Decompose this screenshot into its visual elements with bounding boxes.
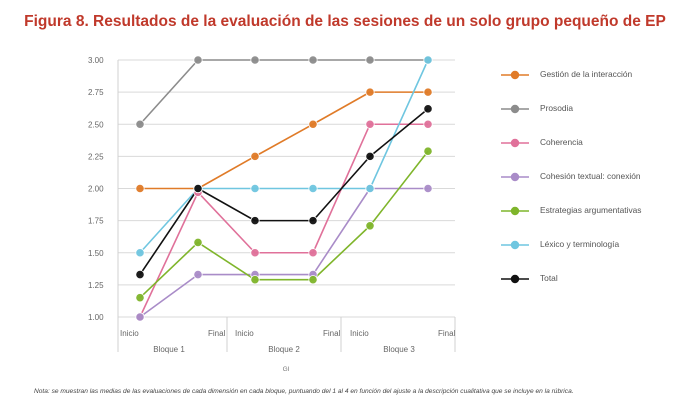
legend-item: Total <box>500 272 685 286</box>
legend-label: Prosodia <box>540 103 574 113</box>
data-point <box>365 55 375 65</box>
data-point <box>193 183 203 194</box>
legend-swatch <box>501 206 529 216</box>
data-point <box>423 146 433 156</box>
data-point <box>135 312 145 322</box>
data-point <box>250 151 260 161</box>
x-tick-label: Inicio <box>350 329 369 338</box>
legend-swatch <box>501 138 529 148</box>
data-point <box>365 119 375 129</box>
data-point <box>423 55 433 65</box>
data-point <box>250 248 260 258</box>
y-tick-label: 2.50 <box>88 120 104 129</box>
data-point <box>135 248 145 258</box>
y-tick-label: 2.25 <box>88 152 104 161</box>
data-point <box>193 269 203 280</box>
legend-label: Gestión de la interacción <box>540 69 633 79</box>
series-line <box>139 59 428 125</box>
data-point <box>365 151 375 161</box>
data-point <box>365 221 375 231</box>
legend-item: Estrategias argumentativas <box>500 204 685 218</box>
data-point <box>135 293 145 303</box>
data-point <box>308 216 318 226</box>
legend-swatch <box>501 70 529 80</box>
x-tick-label: Inicio <box>235 329 254 338</box>
y-tick-label: 1.00 <box>88 313 104 322</box>
group-label: Bloque 1 <box>153 345 185 354</box>
legend-item: Cohesión textual: conexión <box>500 170 685 184</box>
group-label: Bloque 2 <box>268 345 300 354</box>
x-tick-label: Final <box>438 329 456 338</box>
data-point <box>135 269 145 280</box>
data-point <box>365 87 375 97</box>
group-label: Bloque 3 <box>383 345 415 354</box>
y-tick-label: 1.50 <box>88 249 104 258</box>
figure-title: Figura 8. Resultados de la evaluación de… <box>24 13 666 30</box>
data-point <box>423 183 433 194</box>
data-point <box>250 275 260 285</box>
data-point <box>423 104 433 114</box>
y-tick-label: 1.75 <box>88 217 104 226</box>
data-point <box>365 183 375 194</box>
data-point <box>193 55 203 65</box>
legend-swatch <box>501 172 529 182</box>
data-point <box>308 119 318 129</box>
legend-label: Coherencia <box>540 137 583 147</box>
y-tick-label: 3.00 <box>88 56 104 65</box>
series-line <box>139 108 429 276</box>
data-point <box>423 119 433 129</box>
data-point <box>135 183 145 194</box>
data-point <box>308 275 318 285</box>
x-tick-label: Final <box>208 329 226 338</box>
legend-item: Gestión de la interacción <box>500 68 685 82</box>
legend-swatch <box>501 274 529 284</box>
x-tick-label: Inicio <box>120 329 139 338</box>
data-point <box>308 55 318 65</box>
data-point <box>423 87 433 97</box>
y-tick-label: 2.00 <box>88 185 104 194</box>
legend-swatch <box>501 104 529 114</box>
series-line <box>140 91 428 190</box>
figure-note: Nota: se muestran las medias de las eval… <box>34 388 574 395</box>
legend-item: Prosodia <box>500 102 685 116</box>
series-line <box>139 187 428 318</box>
legend-label: Total <box>540 273 558 283</box>
y-tick-label: 2.75 <box>88 88 104 97</box>
data-point <box>308 183 318 194</box>
data-point <box>193 237 203 248</box>
series-line <box>139 59 429 254</box>
data-point <box>250 216 260 226</box>
legend-item: Léxico y terminología <box>500 238 685 252</box>
series-line <box>139 123 428 318</box>
data-point <box>250 183 260 194</box>
legend-swatch <box>501 240 529 250</box>
data-point <box>135 119 145 129</box>
legend-item: Coherencia <box>500 136 685 150</box>
legend-label: Estrategias argumentativas <box>540 205 642 215</box>
data-point <box>308 248 318 258</box>
x-tick-label: Final <box>323 329 341 338</box>
legend-label: Cohesión textual: conexión <box>540 171 641 181</box>
y-tick-label: 1.25 <box>88 281 104 290</box>
legend-label: Léxico y terminología <box>540 239 620 249</box>
series-line <box>139 150 429 299</box>
data-point <box>250 55 260 65</box>
x-axis-title: GI <box>283 366 290 373</box>
